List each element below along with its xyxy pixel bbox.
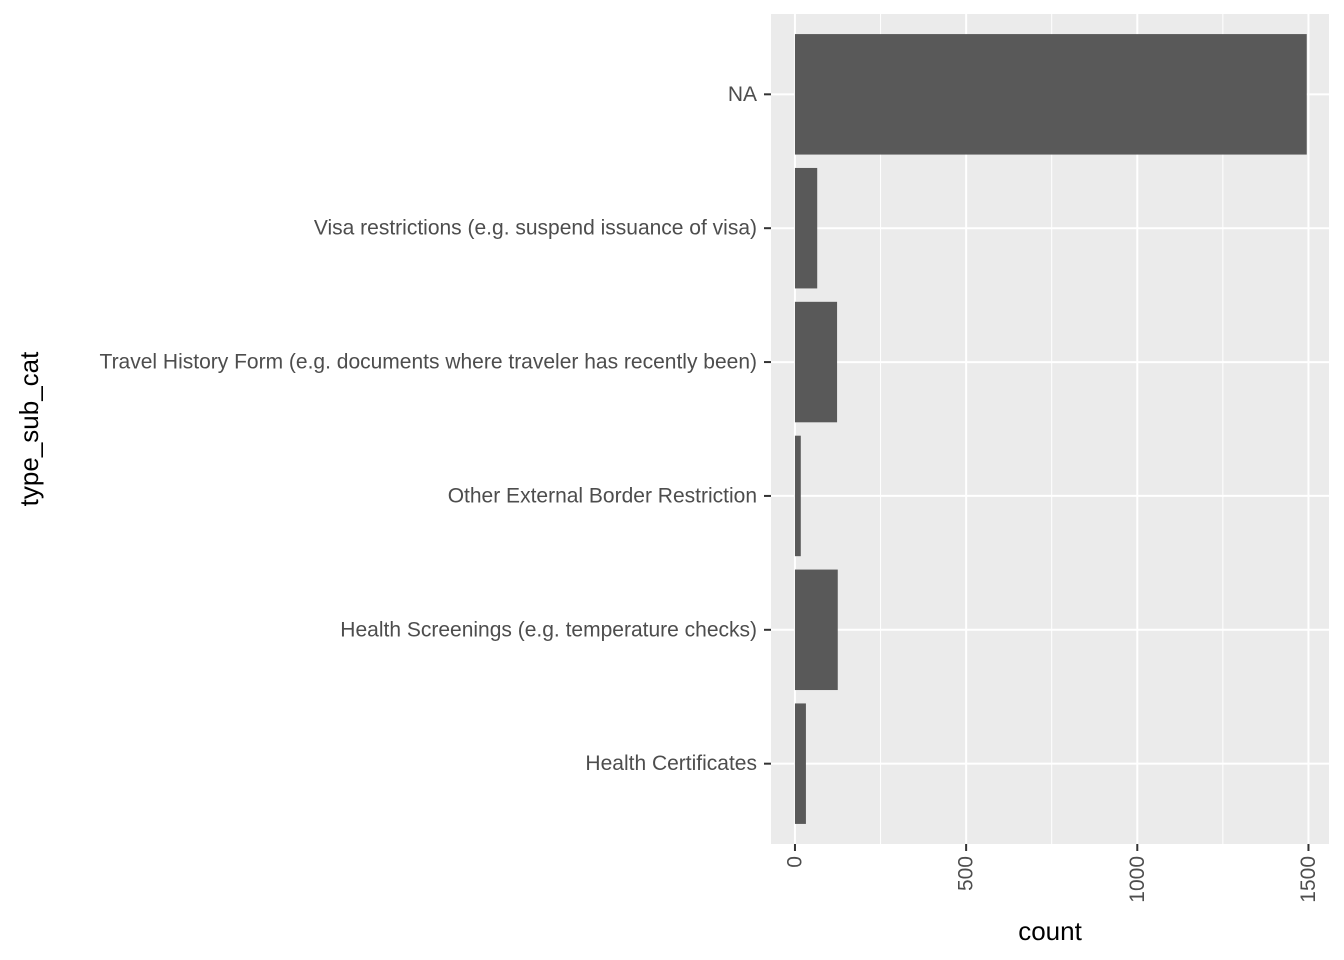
y-tick-label: Visa restrictions (e.g. suspend issuance… xyxy=(314,217,757,240)
x-axis: 0 500 1000 1500 xyxy=(783,844,1320,903)
bars xyxy=(794,34,1307,824)
bar xyxy=(794,34,1307,155)
x-tick-label: 1000 xyxy=(1126,856,1149,903)
y-tick-label: Other External Border Restriction xyxy=(448,484,757,507)
bar xyxy=(794,703,806,824)
bar xyxy=(794,167,818,289)
y-tick-label: Travel History Form (e.g. documents wher… xyxy=(100,351,757,374)
x-tick-label: 500 xyxy=(955,856,978,891)
y-axis: Health Certificates Health Screenings (e.… xyxy=(100,83,771,775)
x-tick-label: 0 xyxy=(783,856,806,868)
bar xyxy=(794,301,838,423)
y-tick-label: NA xyxy=(728,83,757,106)
y-axis-title: type_sub_cat xyxy=(14,351,44,506)
bar xyxy=(794,569,838,691)
bar xyxy=(794,435,801,557)
y-tick-label: Health Screenings (e.g. temperature chec… xyxy=(340,618,757,641)
x-tick-label: 1500 xyxy=(1297,856,1320,903)
y-tick-label: Health Certificates xyxy=(585,752,757,775)
x-axis-title: count xyxy=(1018,916,1082,946)
